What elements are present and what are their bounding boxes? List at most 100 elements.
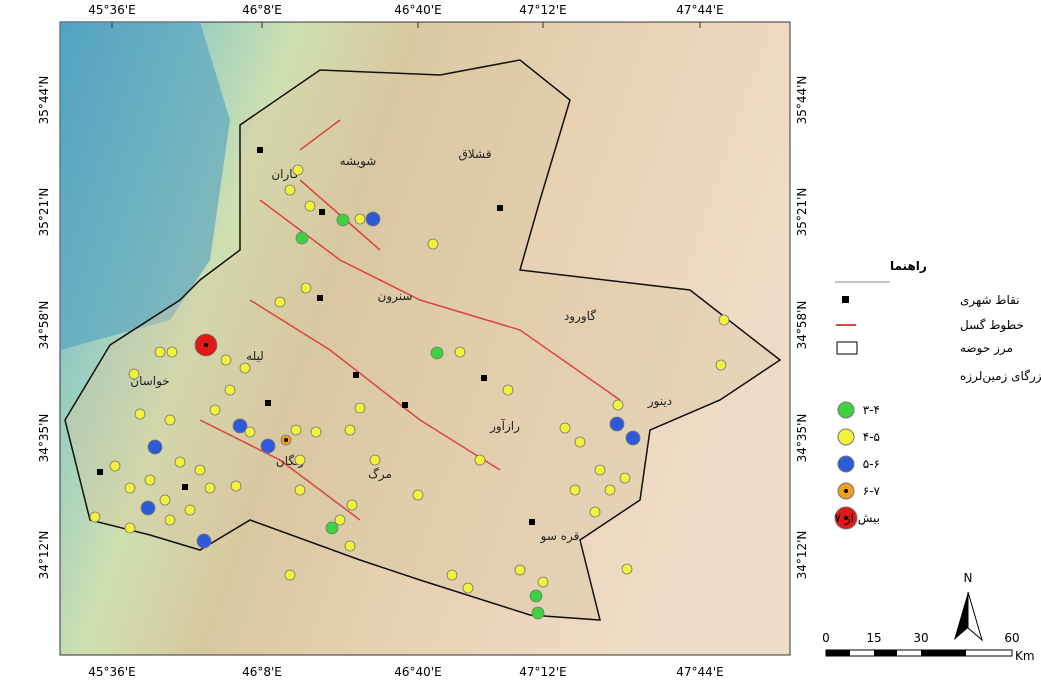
epicenter <box>590 507 600 517</box>
scale-unit: Km <box>1015 649 1035 663</box>
legend-core <box>844 489 848 493</box>
y-label-left: 35°44'N <box>37 76 51 125</box>
epicenter <box>305 201 315 211</box>
region-label: مرگ <box>368 467 392 482</box>
y-label-right: 35°44'N <box>795 76 809 125</box>
epicenter <box>560 423 570 433</box>
scale-black <box>921 650 966 656</box>
epicenter <box>145 475 155 485</box>
epicenter <box>716 360 726 370</box>
epicenter <box>613 400 623 410</box>
epicenter <box>296 232 308 244</box>
legend-class: ۶-۷ <box>863 484 881 498</box>
epicenter <box>135 409 145 419</box>
legend-class: بیش از ۷ <box>835 511 880 526</box>
epicenter <box>532 607 544 619</box>
epicenter-core <box>284 438 288 442</box>
epicenter <box>231 481 241 491</box>
epicenter <box>345 541 355 551</box>
city <box>402 402 408 408</box>
legend-boundary <box>837 342 857 354</box>
legend-item: خطوط گسل <box>960 318 1024 333</box>
region-label: شویشه <box>340 154 377 169</box>
epicenter <box>225 385 235 395</box>
epicenter <box>185 505 195 515</box>
x-label-top: 47°12'E <box>519 3 566 17</box>
epicenter <box>125 523 135 533</box>
city <box>481 375 487 381</box>
epicenter <box>605 485 615 495</box>
epicenter <box>475 455 485 465</box>
x-label-top: 47°44'E <box>676 3 723 17</box>
city <box>529 519 535 525</box>
epicenter <box>455 347 465 357</box>
city <box>257 147 263 153</box>
scale-label: 0 <box>822 631 830 645</box>
region-label: لیله <box>246 349 264 363</box>
region-label: رازآور <box>489 418 520 434</box>
y-label-left: 34°12'N <box>37 531 51 580</box>
north-label: N <box>964 571 973 585</box>
epicenter <box>595 465 605 475</box>
epicenter <box>337 214 349 226</box>
epicenter <box>285 570 295 580</box>
city <box>497 205 503 211</box>
north-arrow-half <box>968 592 982 640</box>
legend-class: ۵-۶ <box>863 457 880 471</box>
epicenter <box>622 564 632 574</box>
epicenter <box>413 490 423 500</box>
epicenter <box>295 455 305 465</box>
x-label-bottom: 45°36'E <box>88 665 135 679</box>
epicenter <box>311 427 321 437</box>
legend-swatch <box>838 402 854 418</box>
epicenter <box>538 577 548 587</box>
epicenter <box>125 483 135 493</box>
epicenter <box>205 483 215 493</box>
epicenter <box>240 363 250 373</box>
epicenter <box>167 347 177 357</box>
y-label-left: 34°35'N <box>37 414 51 463</box>
epicenter <box>210 405 220 415</box>
city <box>317 295 323 301</box>
scale-frame <box>826 650 1012 656</box>
epicenter <box>245 427 255 437</box>
city <box>182 484 188 490</box>
epicenter <box>165 515 175 525</box>
epicenter <box>110 461 120 471</box>
scale-label: 30 <box>913 631 928 645</box>
epicenter <box>165 415 175 425</box>
epicenter <box>155 347 165 357</box>
epicenter <box>141 501 155 515</box>
epicenter <box>261 439 275 453</box>
region-label: گاورود <box>564 309 596 324</box>
legend-item: مرز حوضه <box>960 341 1013 356</box>
epicenter <box>428 239 438 249</box>
epicenter <box>447 570 457 580</box>
epicenter <box>90 512 100 522</box>
epicenter <box>515 565 525 575</box>
legend-item: نقاط شهری <box>960 293 1020 308</box>
epicenter-core <box>204 343 208 347</box>
y-label-right: 35°21'N <box>795 188 809 237</box>
epicenter <box>610 417 624 431</box>
epicenter <box>370 455 380 465</box>
scale-black <box>826 650 850 656</box>
epicenter <box>570 485 580 495</box>
x-label-bottom: 46°40'E <box>394 665 441 679</box>
epicenter <box>335 515 345 525</box>
legend-swatch <box>838 429 854 445</box>
epicenter <box>291 425 301 435</box>
legend-class: ۳-۴ <box>863 403 880 417</box>
epicenter <box>431 347 443 359</box>
epicenter <box>295 485 305 495</box>
y-label-right: 34°35'N <box>795 414 809 463</box>
epicenter <box>719 315 729 325</box>
city <box>265 400 271 406</box>
x-label-top: 46°8'E <box>242 3 282 17</box>
region-label: قشلاق <box>459 147 492 161</box>
epicenter <box>626 431 640 445</box>
epicenter <box>148 440 162 454</box>
region-label: قره سو <box>540 529 580 544</box>
city <box>97 469 103 475</box>
city <box>353 372 359 378</box>
